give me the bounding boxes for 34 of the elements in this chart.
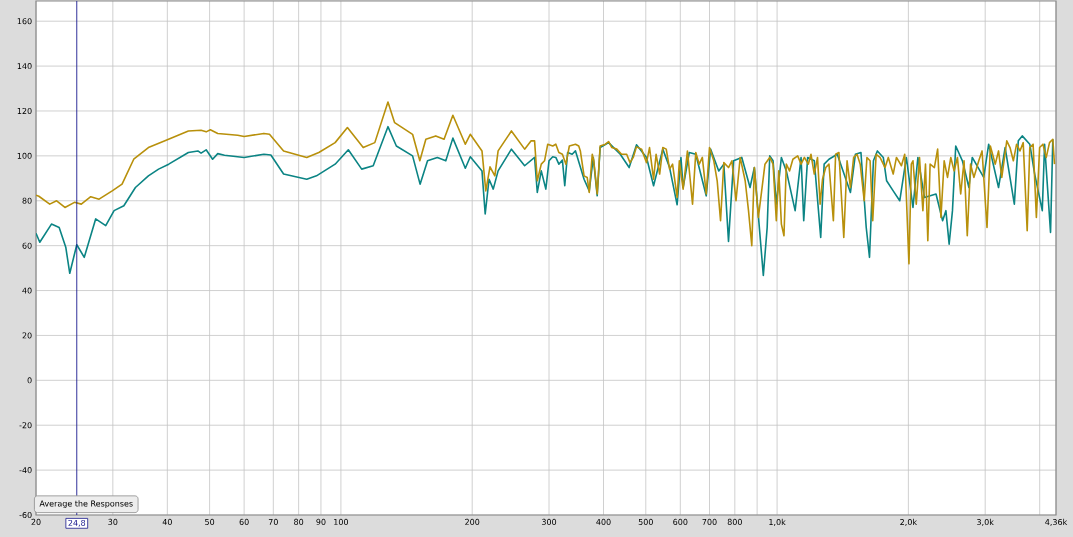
x-tick-label: 30 (108, 518, 118, 525)
y-tick-label: -60 (19, 511, 32, 519)
x-tick-label: 1,0k (769, 518, 786, 526)
x-tick-label: 100 (334, 518, 349, 525)
x-tick-label: 80 (294, 518, 304, 525)
x-tick-label: 800 (727, 518, 742, 525)
x-tick-label: 20 (31, 518, 41, 525)
y-tick-label: -20 (19, 422, 32, 429)
x-tick-label: 200 (465, 518, 480, 525)
x-tick-label: 3,0k (977, 518, 994, 526)
y-tick-label: 60 (22, 242, 32, 249)
x-tick-label: 90 (316, 518, 326, 525)
x-tick-label: 300 (541, 518, 557, 525)
y-tick-label: 0 (27, 377, 32, 384)
y-tick-label: 120 (17, 107, 32, 114)
x-tick-label: 40 (162, 518, 172, 525)
x-tick-label: 600 (673, 518, 688, 525)
x-tick-label: 70 (268, 518, 278, 525)
y-tick-label: 20 (22, 332, 32, 339)
y-tick-label: 160 (17, 18, 32, 25)
y-tick-label: -40 (19, 467, 32, 474)
x-tick-label: 4,36k (1045, 518, 1068, 526)
x-tick-label: 700 (702, 518, 717, 525)
x-tick-label: 2,0k (900, 518, 918, 526)
x-tick-label: 50 (205, 518, 215, 525)
ref-line-label: 24,8 (68, 519, 86, 527)
x-tick-label: 400 (596, 518, 611, 525)
x-tick-label: 500 (638, 518, 653, 525)
annotation: Average the Responses (39, 500, 133, 509)
y-tick-label: 100 (17, 152, 32, 159)
x-tick-label: 60 (239, 518, 249, 525)
y-tick-label: 140 (17, 63, 32, 70)
y-tick-label: 80 (22, 197, 32, 204)
y-tick-label: 40 (22, 287, 32, 294)
